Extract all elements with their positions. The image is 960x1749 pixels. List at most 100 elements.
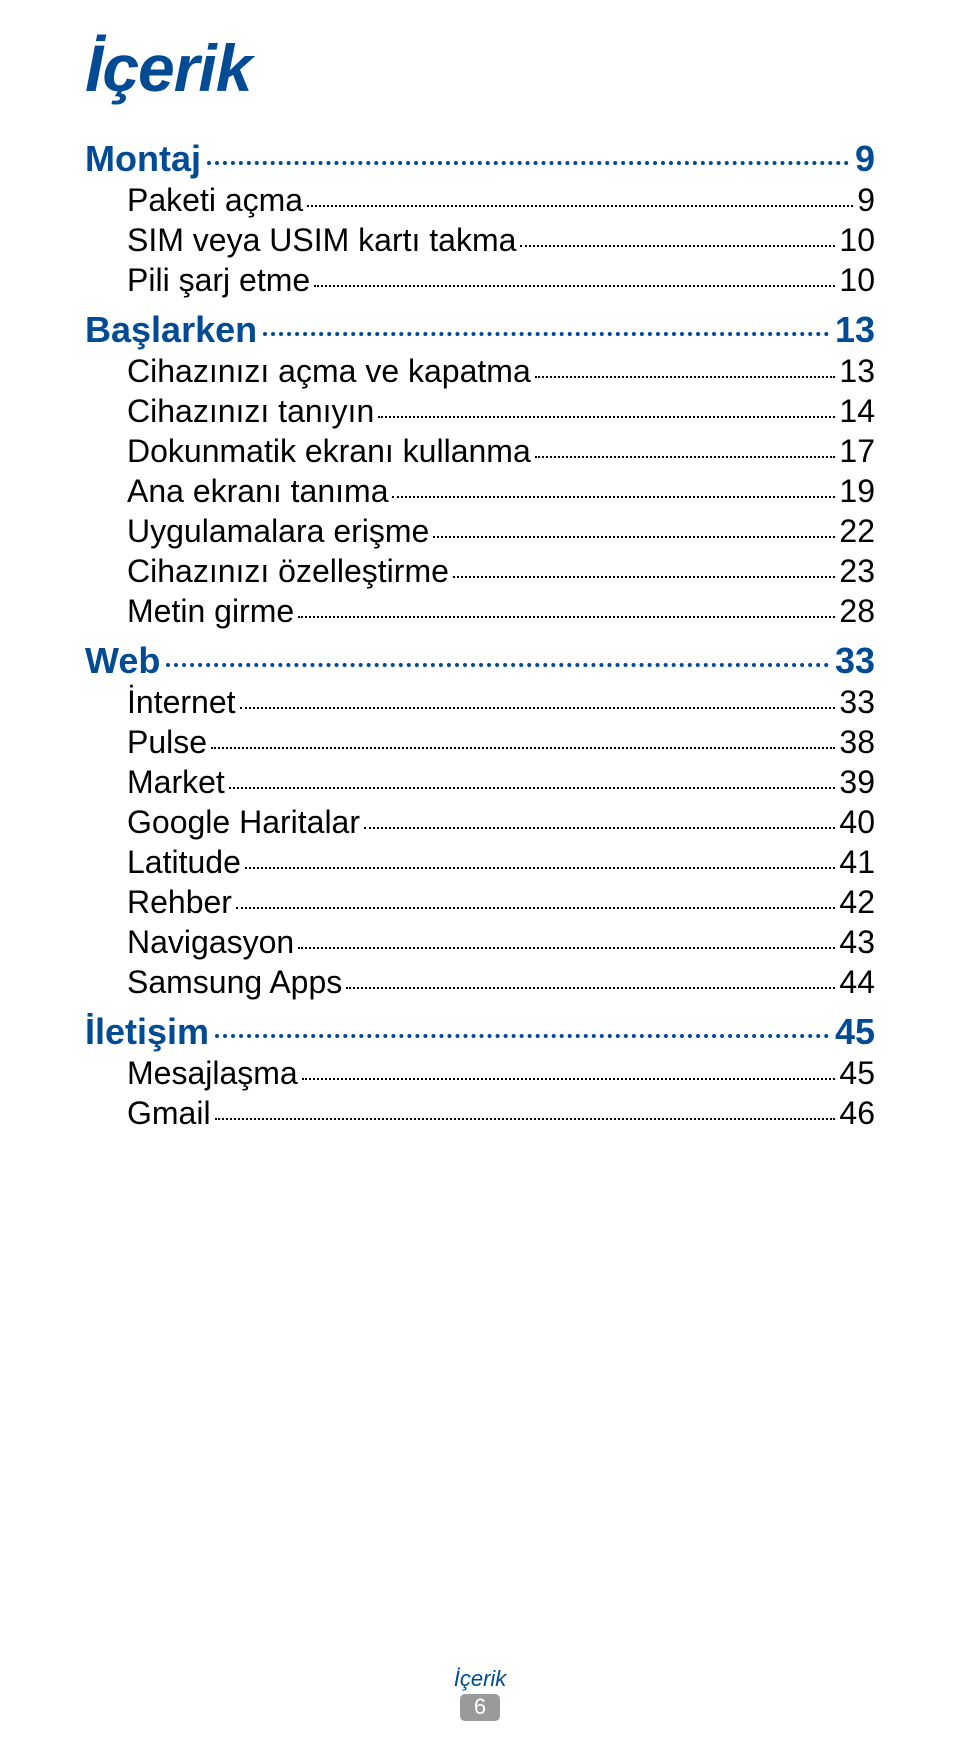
toc-leader-dots — [346, 987, 835, 989]
toc-item-label: Ana ekranı tanıma — [127, 473, 388, 510]
toc-item[interactable]: Rehber 42 — [127, 884, 875, 921]
toc-leader-dots — [298, 947, 835, 949]
toc-section-label: Montaj — [85, 138, 201, 180]
toc-item[interactable]: Metin girme 28 — [127, 593, 875, 630]
toc-item-label: Uygulamalara erişme — [127, 513, 429, 550]
toc-section-label: Web — [85, 640, 160, 682]
toc-item-label: SIM veya USIM kartı takma — [127, 222, 516, 259]
toc-body: Montaj9Paketi açma9SIM veya USIM kartı t… — [85, 138, 875, 1132]
toc-item-label: Pulse — [127, 724, 207, 761]
toc-leader-dots — [263, 332, 829, 336]
toc-item-page: 41 — [839, 844, 875, 881]
toc-item[interactable]: Cihazınızı tanıyın 14 — [127, 393, 875, 430]
toc-section-page: 13 — [835, 309, 875, 351]
toc-item-label: Paketi açma — [127, 182, 303, 219]
toc-item-page: 13 — [839, 353, 875, 390]
toc-item[interactable]: Paketi açma 9 — [127, 182, 875, 219]
toc-section-heading[interactable]: Montaj 9 — [85, 138, 875, 180]
toc-leader-dots — [364, 827, 835, 829]
toc-leader-dots — [314, 285, 835, 287]
toc-item[interactable]: Navigasyon 43 — [127, 924, 875, 961]
toc-item-label: Cihazınızı tanıyın — [127, 393, 374, 430]
toc-item-page: 10 — [839, 262, 875, 299]
toc-leader-dots — [215, 1034, 829, 1038]
toc-item[interactable]: Cihazınızı açma ve kapatma 13 — [127, 353, 875, 390]
toc-item-label: Samsung Apps — [127, 964, 342, 1001]
toc-item-label: Gmail — [127, 1095, 211, 1132]
toc-leader-dots — [378, 416, 835, 418]
toc-leader-dots — [215, 1118, 836, 1120]
toc-item-page: 33 — [839, 684, 875, 721]
toc-leader-dots — [302, 1078, 836, 1080]
toc-item[interactable]: Gmail 46 — [127, 1095, 875, 1132]
toc-leader-dots — [535, 456, 836, 458]
toc-item-page: 39 — [839, 764, 875, 801]
toc-item-label: Mesajlaşma — [127, 1055, 298, 1092]
toc-item-page: 19 — [839, 473, 875, 510]
toc-item[interactable]: Mesajlaşma 45 — [127, 1055, 875, 1092]
toc-item[interactable]: Pulse 38 — [127, 724, 875, 761]
toc-leader-dots — [392, 496, 835, 498]
toc-leader-dots — [298, 616, 835, 618]
toc-item-label: Metin girme — [127, 593, 294, 630]
toc-item-page: 38 — [839, 724, 875, 761]
toc-leader-dots — [307, 205, 853, 207]
toc-item-page: 14 — [839, 393, 875, 430]
toc-item-page: 17 — [839, 433, 875, 470]
toc-item-page: 42 — [839, 884, 875, 921]
footer-page-number: 6 — [460, 1694, 500, 1721]
toc-item-label: Rehber — [127, 884, 232, 921]
toc-leader-dots — [166, 663, 829, 667]
toc-item[interactable]: Uygulamalara erişme 22 — [127, 513, 875, 550]
toc-item-page: 10 — [839, 222, 875, 259]
toc-section-page: 45 — [835, 1011, 875, 1053]
toc-item[interactable]: SIM veya USIM kartı takma 10 — [127, 222, 875, 259]
toc-item-label: Dokunmatik ekranı kullanma — [127, 433, 531, 470]
toc-item-label: Navigasyon — [127, 924, 294, 961]
toc-leader-dots — [207, 161, 849, 165]
toc-leader-dots — [229, 787, 836, 789]
toc-leader-dots — [245, 867, 836, 869]
toc-section-heading[interactable]: Web 33 — [85, 640, 875, 682]
toc-item-page: 23 — [839, 553, 875, 590]
toc-leader-dots — [433, 536, 835, 538]
toc-item[interactable]: Market 39 — [127, 764, 875, 801]
toc-item-page: 40 — [839, 804, 875, 841]
toc-section-page: 9 — [855, 138, 875, 180]
toc-item-page: 45 — [839, 1055, 875, 1092]
toc-item[interactable]: Latitude 41 — [127, 844, 875, 881]
toc-item[interactable]: İnternet 33 — [127, 684, 875, 721]
toc-item[interactable]: Dokunmatik ekranı kullanma 17 — [127, 433, 875, 470]
toc-leader-dots — [520, 245, 835, 247]
toc-section-page: 33 — [835, 640, 875, 682]
toc-item[interactable]: Pili şarj etme 10 — [127, 262, 875, 299]
toc-section-heading[interactable]: Başlarken13 — [85, 309, 875, 351]
toc-leader-dots — [240, 707, 836, 709]
toc-leader-dots — [453, 576, 836, 578]
toc-item-label: İnternet — [127, 684, 236, 721]
toc-item[interactable]: Google Haritalar 40 — [127, 804, 875, 841]
toc-item[interactable]: Ana ekranı tanıma 19 — [127, 473, 875, 510]
toc-item-page: 28 — [839, 593, 875, 630]
toc-item-page: 22 — [839, 513, 875, 550]
toc-section-heading[interactable]: İletişim 45 — [85, 1011, 875, 1053]
toc-item-page: 44 — [839, 964, 875, 1001]
toc-item-page: 46 — [839, 1095, 875, 1132]
toc-item-label: Cihazınızı açma ve kapatma — [127, 353, 531, 390]
toc-item-page: 9 — [857, 182, 875, 219]
toc-item[interactable]: Cihazınızı özelleştirme 23 — [127, 553, 875, 590]
footer-section-label: İçerik — [0, 1666, 960, 1692]
toc-item-label: Market — [127, 764, 225, 801]
toc-item-label: Google Haritalar — [127, 804, 360, 841]
page-footer: İçerik 6 — [0, 1666, 960, 1721]
toc-leader-dots — [211, 747, 835, 749]
toc-item-page: 43 — [839, 924, 875, 961]
page-title: İçerik — [85, 30, 875, 106]
toc-item-label: Pili şarj etme — [127, 262, 310, 299]
toc-item-label: Cihazınızı özelleştirme — [127, 553, 449, 590]
toc-item-label: Latitude — [127, 844, 241, 881]
toc-section-label: İletişim — [85, 1011, 209, 1053]
toc-leader-dots — [535, 376, 836, 378]
toc-page: İçerik Montaj9Paketi açma9SIM veya USIM … — [0, 0, 960, 1749]
toc-item[interactable]: Samsung Apps 44 — [127, 964, 875, 1001]
